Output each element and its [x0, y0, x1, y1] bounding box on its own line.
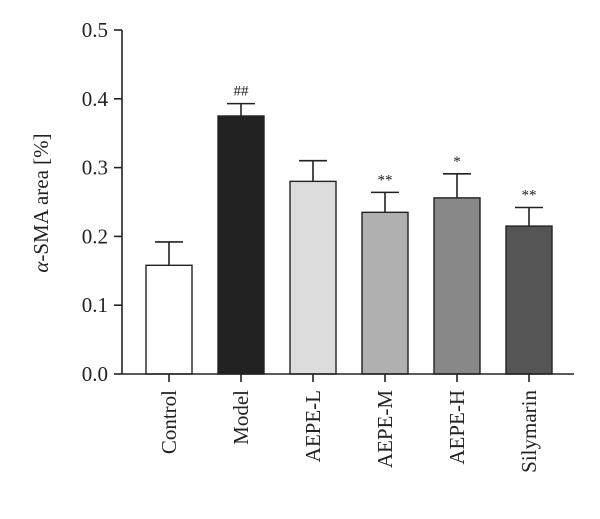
bar-silymarin: [505, 225, 553, 375]
y-tick-label: 0.2: [82, 224, 108, 248]
bars-group: ##*****: [145, 84, 553, 375]
y-axis: 0.0 0.1 0.2 0.3 0.4 0.5: [82, 18, 123, 386]
x-tick-label: Silymarin: [517, 390, 541, 473]
y-tick-label: 0.3: [82, 156, 108, 180]
y-axis-title-greek: α: [29, 261, 53, 273]
bar-control: [145, 264, 193, 375]
x-tick-label: Model: [229, 390, 253, 445]
y-axis-title-text: -SMA area [%]: [29, 133, 53, 261]
y-tick-label: 0.0: [82, 362, 108, 386]
y-tick-label: 0.4: [82, 87, 109, 111]
y-tick-label: 0.1: [82, 293, 108, 317]
y-tick-label: 0.5: [82, 18, 108, 42]
x-tick-label: AEPE-L: [301, 390, 325, 462]
x-axis: Control Model AEPE-L AEPE-M AEPE-H Silymarin: [122, 373, 574, 473]
bar-aepe-l: [289, 180, 337, 375]
x-tick-label: AEPE-M: [373, 390, 397, 468]
significance-label: **: [522, 188, 537, 204]
bar-aepe-m: [361, 211, 409, 375]
significance-label: ##: [234, 84, 250, 100]
bar-model: [217, 115, 265, 375]
x-tick-label: Control: [157, 390, 181, 454]
bar-aepe-h: [433, 197, 481, 375]
x-tick-label: AEPE-H: [445, 390, 469, 465]
significance-label: *: [453, 154, 461, 170]
significance-label: **: [378, 172, 393, 188]
y-axis-title: α-SMA area [%]: [29, 133, 53, 272]
